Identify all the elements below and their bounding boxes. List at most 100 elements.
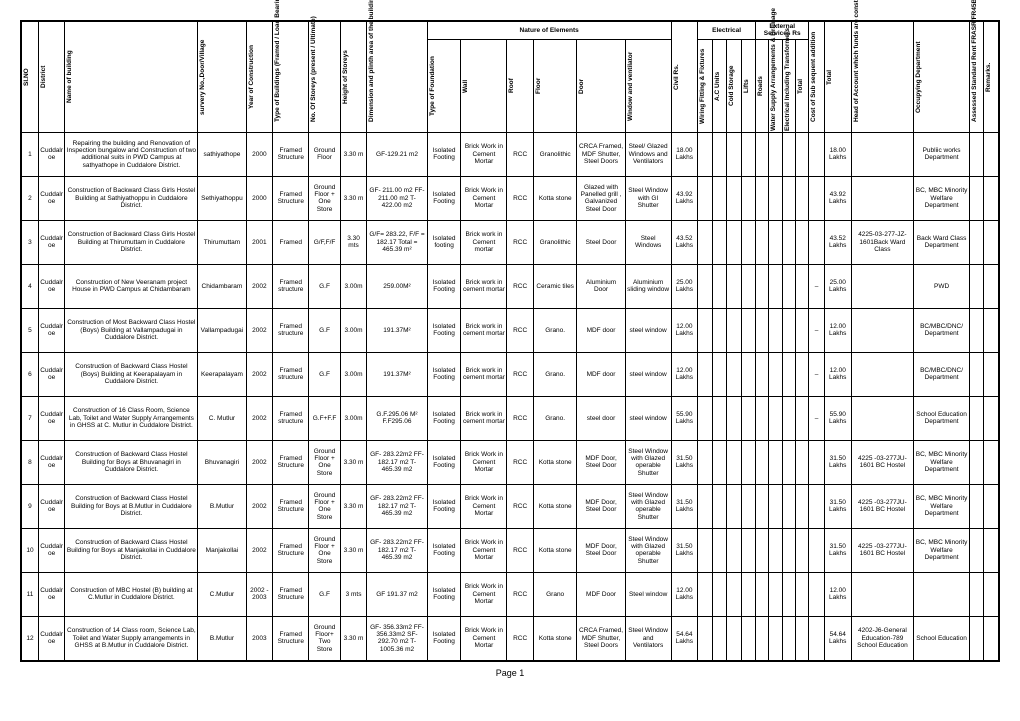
cell: 2001: [246, 220, 273, 264]
cell: Steel Window with GI Shutter: [625, 176, 671, 220]
cell: School Education: [914, 616, 970, 660]
cell: Steel Window with Glazed operable Shutte…: [625, 484, 671, 528]
cell: 43.52 Lakhs: [824, 220, 851, 264]
cell: Isolated Footing: [427, 528, 461, 572]
cell: Framed structure: [273, 264, 309, 308]
cell: [795, 396, 808, 440]
cell: Framed Structure: [273, 484, 309, 528]
col-wiring: Wiring Fitting & Fixtures: [699, 41, 706, 131]
cell: 2002: [246, 264, 273, 308]
cell: Brick work in cement mortar: [461, 308, 507, 352]
cell: [984, 396, 999, 440]
cell: School Education Department: [914, 396, 970, 440]
cell: RCC: [507, 572, 534, 616]
cell: 2002: [246, 396, 273, 440]
cell: Cuddalroe: [38, 484, 65, 528]
cell: [698, 132, 712, 176]
cell: Isolated Footing: [427, 132, 461, 176]
cell: Isolated Footing: [427, 572, 461, 616]
cell: [698, 396, 712, 440]
cell: [756, 352, 769, 396]
cell: BC, MBC Minority Welfare Department: [914, 528, 970, 572]
cell: [741, 528, 756, 572]
cell: 31.50 Lakhs: [824, 528, 851, 572]
cell: [984, 132, 999, 176]
cell: [851, 176, 914, 220]
cell: [969, 308, 983, 352]
cell: [969, 352, 983, 396]
table-row: 10CuddalroeConstruction of Backward Clas…: [22, 528, 999, 572]
cell: 1: [22, 132, 39, 176]
cell: [756, 528, 769, 572]
page-number: Page 1: [20, 668, 1000, 678]
cell: Steel Window with Glazed operable Shutte…: [625, 440, 671, 484]
cell: Ground Floor + One Store: [309, 528, 340, 572]
cell: Steel/ Glazed Windows and Ventilators: [625, 132, 671, 176]
cell: MDF door: [577, 352, 625, 396]
cell: 5: [22, 308, 39, 352]
cell: [969, 440, 983, 484]
cell: [712, 132, 726, 176]
cell: 31.50 Lakhs: [824, 484, 851, 528]
cell: GF- 356.33m2 FF- 356.33m2 SF- 292.70 m2 …: [367, 616, 427, 660]
col-asr: Assessed Standard Rent FRASR/FR45B: [971, 32, 978, 122]
cell: RCC: [507, 176, 534, 220]
cell: Ceramic tiles: [533, 264, 576, 308]
cell: Isolated Footing: [427, 396, 461, 440]
cell: [984, 220, 999, 264]
cell: 191.37M²: [367, 352, 427, 396]
cell: [769, 308, 782, 352]
cell: [756, 176, 769, 220]
col-ac: A.C Units: [714, 41, 721, 131]
cell: [795, 572, 808, 616]
cell: BC, MBC Minority Welfare Department: [914, 440, 970, 484]
cell: GF 191.37 m2: [367, 572, 427, 616]
cell: Framed structure: [273, 308, 309, 352]
cell: [851, 264, 914, 308]
cell: [727, 484, 741, 528]
cell: steel window: [625, 352, 671, 396]
table-row: 8CuddalroeConstruction of Backward Class…: [22, 440, 999, 484]
cell: [769, 440, 782, 484]
cell: [969, 528, 983, 572]
cell: Construction of Backward Class Hostel (B…: [65, 352, 198, 396]
page-frame: Sl.NO District Name of building survery …: [20, 20, 1000, 662]
cell: 55.90 Lakhs: [671, 396, 698, 440]
cell: –: [809, 352, 825, 396]
col-head: Head of Account which funds are construc…: [853, 32, 860, 122]
cell: [795, 352, 808, 396]
cell: [969, 572, 983, 616]
cell: steel window: [625, 308, 671, 352]
cell: Isolated Footing: [427, 176, 461, 220]
cell: Aluminium sliding window: [625, 264, 671, 308]
cell: Repairing the building and Renovation of…: [65, 132, 198, 176]
cell: MDF Door: [577, 572, 625, 616]
cell: 2002: [246, 528, 273, 572]
cell: 2000: [246, 176, 273, 220]
cell: [984, 352, 999, 396]
cell: [809, 132, 825, 176]
cell: [851, 396, 914, 440]
cell: [809, 616, 825, 660]
cell: Steel Door: [577, 220, 625, 264]
cell: 4225 -03-277JU- 1601 BC Hostel: [851, 528, 914, 572]
cell: [712, 220, 726, 264]
col-total: Total: [826, 32, 833, 122]
cell: 7: [22, 396, 39, 440]
cell: 3.30 m: [340, 132, 367, 176]
cell: Kotta stone: [533, 616, 576, 660]
col-foundation: Type of Foundation: [429, 41, 436, 131]
cell: [756, 264, 769, 308]
cell: [769, 396, 782, 440]
cell: RCC: [507, 484, 534, 528]
cell: [782, 484, 795, 528]
cell: 3.30 m: [340, 484, 367, 528]
cell: [712, 528, 726, 572]
cell: 3.00m: [340, 308, 367, 352]
cell: 55.90 Lakhs: [824, 396, 851, 440]
cell: Vallampadugai: [198, 308, 246, 352]
cell: [851, 572, 914, 616]
cell: Publiic works Department: [914, 132, 970, 176]
cell: [782, 396, 795, 440]
cell: [782, 616, 795, 660]
